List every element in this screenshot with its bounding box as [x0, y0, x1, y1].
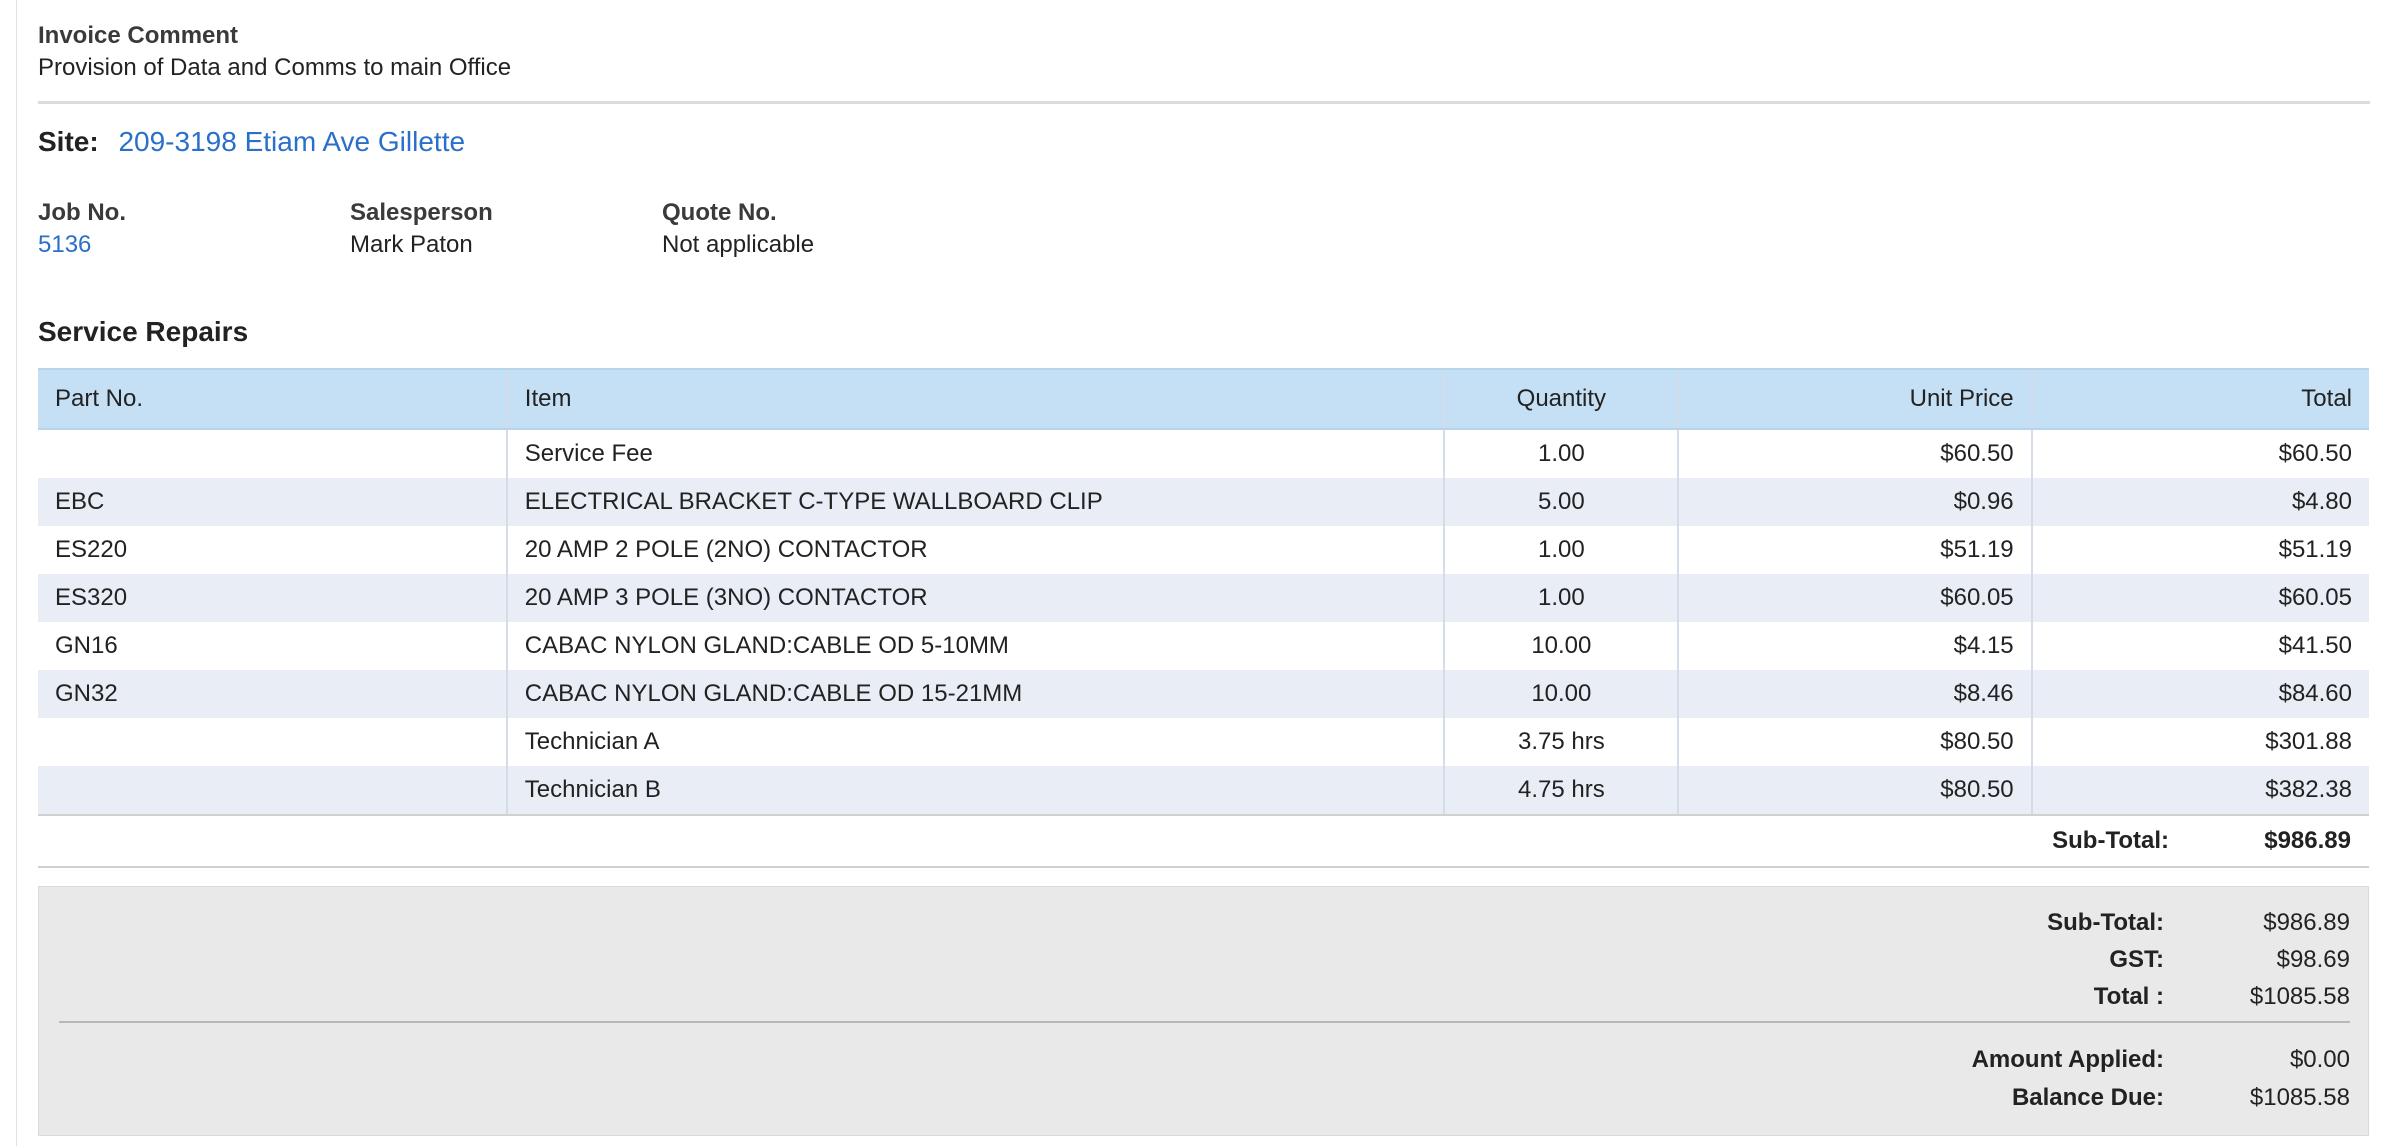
cell-item: Technician A [505, 718, 1445, 766]
cell-quantity: 1.00 [1443, 574, 1679, 622]
cell-unit-price: $60.05 [1677, 574, 2032, 622]
invoice-comment-label: Invoice Comment [38, 22, 239, 49]
column-header-item: Item [505, 368, 1445, 430]
salesperson-value: Mark Paton [350, 231, 473, 258]
cell-item: ELECTRICAL BRACKET C-TYPE WALLBOARD CLIP [505, 478, 1445, 526]
left-border [16, 0, 17, 1146]
cell-total: $60.05 [2030, 574, 2369, 622]
cell-item: Service Fee [505, 429, 1445, 478]
cell-total: $51.19 [2030, 526, 2369, 574]
column-header-quantity: Quantity [1443, 368, 1679, 430]
quote-no-label: Quote No. [662, 199, 777, 226]
cell-part-no: ES320 [38, 574, 507, 622]
site-row: Site: 209-3198 Etiam Ave Gillette [38, 126, 465, 158]
cell-quantity: 1.00 [1443, 526, 1679, 574]
cell-quantity: 3.75 hrs [1443, 718, 1679, 766]
summary-total-row: Total : $1085.58 [39, 979, 2368, 1015]
table-row: Technician A 3.75 hrs $80.50 $301.88 [38, 718, 2369, 766]
cell-total: $84.60 [2030, 670, 2369, 718]
salesperson-label: Salesperson [350, 199, 493, 226]
cell-item: Technician B [505, 766, 1445, 814]
table-header-row: Part No. Item Quantity Unit Price Total [38, 368, 2369, 430]
cell-quantity: 10.00 [1443, 670, 1679, 718]
summary-gst-row: GST: $98.69 [39, 942, 2368, 978]
summary-gst-label: GST: [2109, 946, 2164, 973]
service-repairs-table: Part No. Item Quantity Unit Price Total … [38, 368, 2369, 814]
section-title: Service Repairs [38, 316, 249, 347]
table-row: Service Fee 1.00 $60.50 $60.50 [38, 429, 2369, 478]
summary-total-value: $1085.58 [2249, 983, 2350, 1010]
summary-total-label: Total : [2093, 983, 2164, 1010]
summary-subtotal-label: Sub-Total: [2047, 909, 2164, 936]
table-row: EBC ELECTRICAL BRACKET C-TYPE WALLBOARD … [38, 478, 2369, 526]
cell-item: 20 AMP 2 POLE (2NO) CONTACTOR [505, 526, 1445, 574]
table-row: ES320 20 AMP 3 POLE (3NO) CONTACTOR 1.00… [38, 574, 2369, 622]
cell-part-no: EBC [38, 478, 507, 526]
cell-unit-price: $80.50 [1677, 718, 2032, 766]
cell-unit-price: $51.19 [1677, 526, 2032, 574]
table-subtotal-label: Sub-Total: [2052, 827, 2169, 854]
cell-unit-price: $8.46 [1677, 670, 2032, 718]
cell-item: 20 AMP 3 POLE (3NO) CONTACTOR [505, 574, 1445, 622]
site-link[interactable]: 209-3198 Etiam Ave Gillette [118, 126, 466, 157]
quote-no-value: Not applicable [662, 231, 815, 258]
column-header-part-no: Part No. [38, 368, 507, 430]
summary-balance-due-value: $1085.58 [2249, 1084, 2350, 1111]
salesperson-block: Salesperson Mark Paton [350, 197, 493, 261]
cell-item: CABAC NYLON GLAND:CABLE OD 15-21MM [505, 670, 1445, 718]
cell-total: $60.50 [2030, 429, 2369, 478]
cell-quantity: 5.00 [1443, 478, 1679, 526]
summary-subtotal-value: $986.89 [2263, 909, 2350, 936]
table-row: ES220 20 AMP 2 POLE (2NO) CONTACTOR 1.00… [38, 526, 2369, 574]
summary-divider [59, 1021, 2350, 1023]
cell-unit-price: $4.15 [1677, 622, 2032, 670]
summary-gst-value: $98.69 [2276, 946, 2350, 973]
quote-no-block: Quote No. Not applicable [662, 197, 814, 261]
invoice-comment-text: Provision of Data and Comms to main Offi… [38, 54, 512, 81]
cell-unit-price: $0.96 [1677, 478, 2032, 526]
cell-part-no [38, 429, 507, 478]
table-row: GN32 CABAC NYLON GLAND:CABLE OD 15-21MM … [38, 670, 2369, 718]
job-no-label: Job No. [38, 199, 126, 226]
cell-total: $382.38 [2030, 766, 2369, 814]
cell-quantity: 1.00 [1443, 429, 1679, 478]
cell-part-no: ES220 [55, 536, 128, 563]
summary-amount-applied-label: Amount Applied: [1971, 1046, 2164, 1073]
table-subtotal-row: Sub-Total: $986.89 [38, 814, 2369, 868]
cell-total: $41.50 [2030, 622, 2369, 670]
cell-item: CABAC NYLON GLAND:CABLE OD 5-10MM [505, 622, 1445, 670]
cell-total: $4.80 [2030, 478, 2369, 526]
cell-part-no [38, 718, 507, 766]
divider [38, 101, 2370, 104]
summary-subtotal-row: Sub-Total: $986.89 [39, 905, 2368, 941]
column-header-unit-price: Unit Price [1677, 368, 2032, 430]
summary-amount-applied-row: Amount Applied: $0.00 [39, 1042, 2368, 1078]
summary-amount-applied-value: $0.00 [2289, 1046, 2350, 1073]
column-header-total: Total [2030, 368, 2369, 430]
job-no-block: Job No. 5136 [38, 197, 126, 261]
table-row: Technician B 4.75 hrs $80.50 $382.38 [38, 766, 2369, 814]
summary-balance-due-row: Balance Due: $1085.58 [39, 1080, 2368, 1116]
job-no-link[interactable]: 5136 [38, 231, 92, 258]
invoice-summary: Sub-Total: $986.89 GST: $98.69 Total : $… [38, 886, 2369, 1136]
cell-quantity: 10.00 [1443, 622, 1679, 670]
cell-part-no [38, 766, 507, 814]
cell-unit-price: $60.50 [1677, 429, 2032, 478]
cell-unit-price: $80.50 [1677, 766, 2032, 814]
cell-part-no: GN16 [55, 632, 118, 659]
table-row: GN16 CABAC NYLON GLAND:CABLE OD 5-10MM 1… [38, 622, 2369, 670]
summary-balance-due-label: Balance Due: [2011, 1084, 2164, 1111]
cell-part-no: GN32 [38, 670, 507, 718]
cell-total: $301.88 [2030, 718, 2369, 766]
site-label: Site: [38, 126, 99, 157]
table-subtotal-value: $986.89 [2264, 827, 2351, 854]
cell-quantity: 4.75 hrs [1443, 766, 1679, 814]
